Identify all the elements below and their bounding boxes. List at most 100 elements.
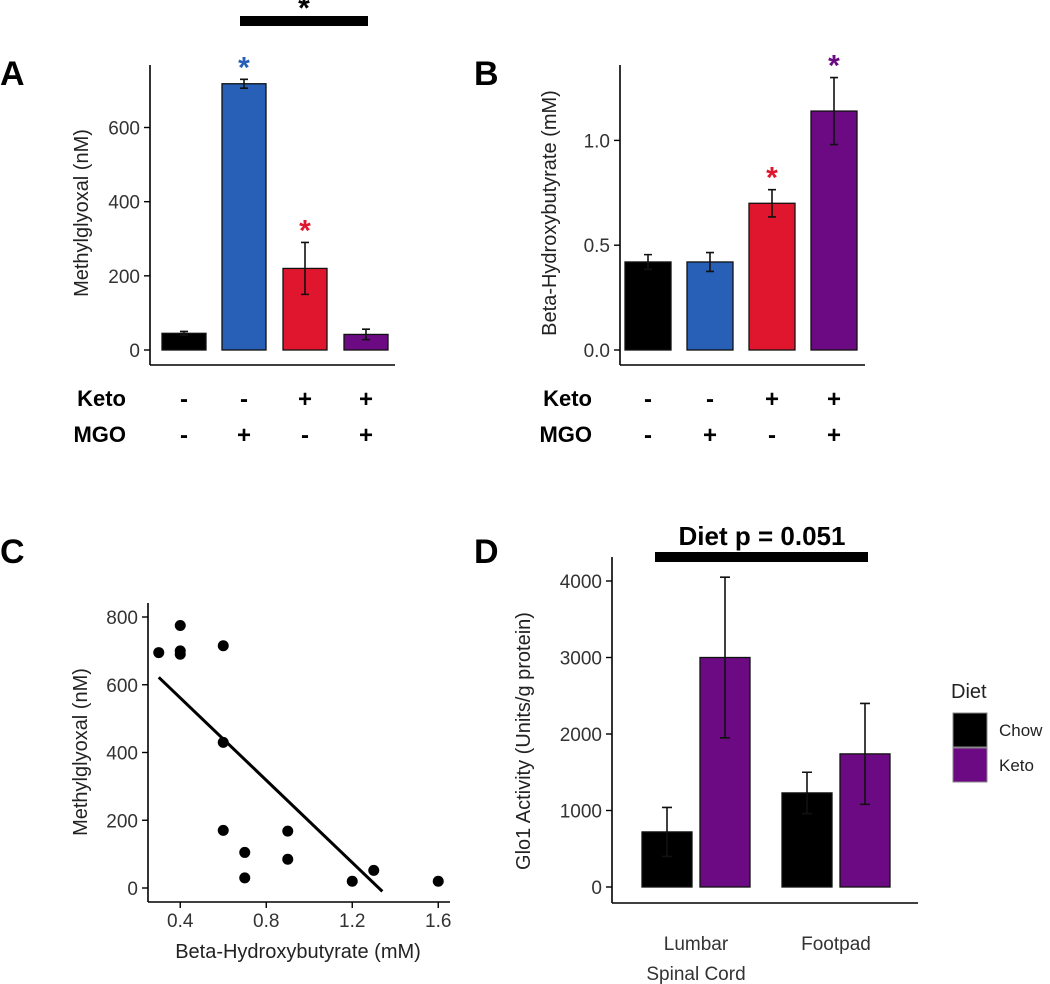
bar xyxy=(686,261,734,351)
panel-b-stars: ** xyxy=(766,50,840,195)
error-bar xyxy=(720,576,730,739)
panel-a-significance-star: * xyxy=(298,0,310,25)
panel-a-y-ticks: 0 200 400 600 xyxy=(108,119,150,362)
error-bar xyxy=(662,806,672,858)
scatter-point xyxy=(239,872,251,884)
x-tick-label: 1.2 xyxy=(339,911,365,932)
condition-symbol: - xyxy=(240,386,248,413)
error-bar xyxy=(802,771,812,815)
panel-a-y-axis-title: Methylglyoxal (nM) xyxy=(71,129,93,297)
x-category-label: Spinal Cord xyxy=(646,964,745,984)
panel-b-y-axis-title: Beta-Hydroxybutyrate (mM) xyxy=(539,90,561,336)
significance-star: * xyxy=(238,51,250,84)
bar xyxy=(624,261,672,351)
panel-a-bars xyxy=(161,78,389,351)
x-tick-label: 0.4 xyxy=(167,911,194,932)
panel-a-condition-symbols: - - + + - + - + xyxy=(180,386,373,449)
legend-label: Chow xyxy=(999,721,1043,740)
error-bar xyxy=(644,253,652,271)
scatter-point xyxy=(346,875,358,887)
significance-star: * xyxy=(828,50,840,83)
condition-symbol: + xyxy=(298,386,312,413)
x-tick-label: 0.8 xyxy=(253,911,279,932)
y-tick-label: 0 xyxy=(591,878,602,899)
panel-c-y-ticks: 0 200 400 600 800 xyxy=(106,608,148,900)
error-bar xyxy=(180,330,188,336)
condition-symbol: - xyxy=(301,422,309,449)
legend-swatch xyxy=(952,712,988,748)
panel-b: B Beta-Hydroxybutyrate (mM) 0.00.51.0 **… xyxy=(474,50,865,449)
panel-d-x-labels: Lumbar Spinal Cord Footpad xyxy=(646,934,871,984)
x-category-label: Footpad xyxy=(801,934,871,955)
panel-b-bars xyxy=(624,76,858,351)
scatter-point xyxy=(368,864,380,876)
panel-b-keto-label: Keto xyxy=(543,386,592,411)
y-tick-label: 1000 xyxy=(560,802,602,823)
panel-b-letter: B xyxy=(474,55,499,93)
panel-c-x-axis-title: Beta-Hydroxybutyrate (mM) xyxy=(175,941,421,963)
condition-symbol: - xyxy=(180,386,188,413)
condition-symbol: + xyxy=(703,422,717,449)
panel-d-y-ticks: 0 1000 2000 3000 4000 xyxy=(560,572,612,899)
y-tick-label: 200 xyxy=(106,811,138,832)
legend-title: Diet xyxy=(951,681,987,703)
y-tick-label: 0 xyxy=(129,341,140,362)
y-tick-label: 400 xyxy=(106,744,138,765)
x-tick-label: 1.6 xyxy=(425,911,451,932)
y-tick-label: 3000 xyxy=(560,649,602,670)
condition-symbol: - xyxy=(706,386,714,413)
panel-a-keto-label: Keto xyxy=(77,386,126,411)
condition-symbol: - xyxy=(180,422,188,449)
scatter-point xyxy=(217,736,229,748)
panel-a-letter: A xyxy=(0,55,25,93)
regression-line xyxy=(157,676,384,893)
scatter-point xyxy=(282,853,294,865)
error-bar xyxy=(768,188,776,218)
panel-d-annotation: Diet p = 0.051 xyxy=(679,521,846,551)
panel-c-letter: C xyxy=(0,533,25,571)
panel-c-points xyxy=(153,619,444,887)
panel-d-bars xyxy=(641,576,891,888)
condition-symbol: - xyxy=(644,386,652,413)
condition-symbol: - xyxy=(644,422,652,449)
scatter-point xyxy=(239,846,251,858)
legend-label: Keto xyxy=(999,756,1034,775)
panel-d: D Glo1 Activity (Units/g protein) 0 1000 2… xyxy=(474,521,1043,984)
condition-symbol: + xyxy=(237,422,251,449)
panel-a-mgo-label: MGO xyxy=(73,422,126,447)
significance-star: * xyxy=(766,162,778,195)
error-bar xyxy=(860,702,870,806)
y-tick-label: 0 xyxy=(127,879,138,900)
scatter-point xyxy=(174,648,186,660)
panel-d-y-axis-title: Glo1 Activity (Units/g protein) xyxy=(513,612,535,870)
panel-c: C Methylglyoxal (nM) Beta-Hydroxybutyrat… xyxy=(0,533,451,963)
y-tick-label: 600 xyxy=(106,676,138,697)
condition-symbol: + xyxy=(359,386,373,413)
y-tick-label: 4000 xyxy=(560,572,602,593)
error-bar xyxy=(706,251,714,273)
y-tick-label: 800 xyxy=(106,608,138,629)
error-bar xyxy=(830,76,838,146)
legend: Diet Chow Keto xyxy=(951,681,1043,783)
condition-symbol: + xyxy=(359,422,373,449)
condition-symbol: + xyxy=(827,386,841,413)
y-tick-label: 200 xyxy=(108,267,140,288)
x-category-label: Lumbar xyxy=(664,934,729,955)
bar xyxy=(221,83,267,351)
y-tick-label: 400 xyxy=(108,193,140,214)
panel-b-y-ticks: 0.0 0.5 1.0 xyxy=(584,131,620,362)
bar xyxy=(748,202,796,351)
bar xyxy=(810,110,858,351)
scatter-point xyxy=(282,825,294,837)
scatter-point xyxy=(217,824,229,836)
y-tick-label: 600 xyxy=(108,119,140,140)
condition-symbol: + xyxy=(765,386,779,413)
panel-c-y-axis-title: Methylglyoxal (nM) xyxy=(70,668,92,836)
condition-symbol: + xyxy=(827,422,841,449)
panel-b-condition-symbols: - - + + - + - + xyxy=(644,386,841,449)
condition-symbol: - xyxy=(768,422,776,449)
panel-c-x-ticks: 0.4 0.8 1.2 1.6 xyxy=(167,902,451,932)
error-bar xyxy=(301,241,309,296)
panel-d-letter: D xyxy=(474,533,499,571)
